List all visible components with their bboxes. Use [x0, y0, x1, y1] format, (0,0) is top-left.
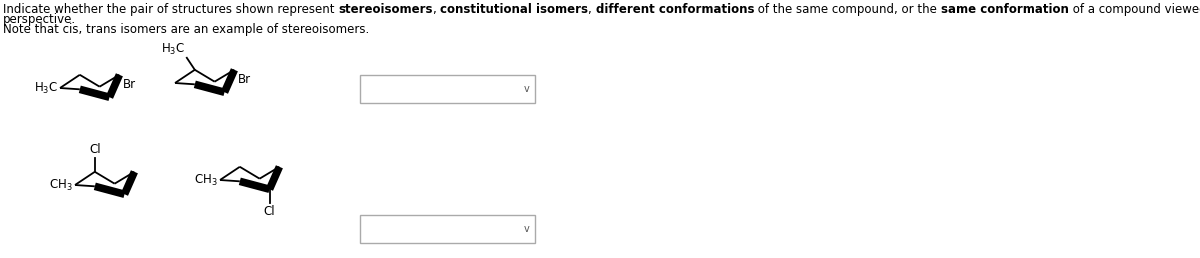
Text: Cl: Cl: [89, 143, 101, 156]
Text: of a compound viewed from a different: of a compound viewed from a different: [1069, 3, 1200, 16]
Text: v: v: [524, 224, 530, 234]
Text: perspective.: perspective.: [2, 13, 76, 26]
Text: Br: Br: [122, 78, 136, 91]
Text: CH$_3$: CH$_3$: [194, 172, 218, 188]
Text: same conformation: same conformation: [941, 3, 1069, 16]
Text: Br: Br: [238, 73, 251, 86]
Text: different conformations: different conformations: [595, 3, 755, 16]
Text: constitutional isomers: constitutional isomers: [440, 3, 588, 16]
Bar: [360, 215, 535, 243]
Bar: [360, 75, 535, 103]
Text: ,: ,: [433, 3, 440, 16]
Text: Indicate whether the pair of structures shown represent: Indicate whether the pair of structures …: [2, 3, 338, 16]
Text: H$_3$C: H$_3$C: [34, 80, 58, 95]
Text: Note that cis, trans isomers are an example of stereoisomers.: Note that cis, trans isomers are an exam…: [2, 23, 370, 36]
Text: of the same compound, or the: of the same compound, or the: [755, 3, 941, 16]
Text: Cl: Cl: [264, 205, 275, 218]
Text: H$_3$C: H$_3$C: [161, 42, 185, 57]
Text: stereoisomers: stereoisomers: [338, 3, 433, 16]
Text: ,: ,: [588, 3, 595, 16]
Text: v: v: [524, 84, 530, 94]
Text: CH$_3$: CH$_3$: [49, 178, 73, 192]
